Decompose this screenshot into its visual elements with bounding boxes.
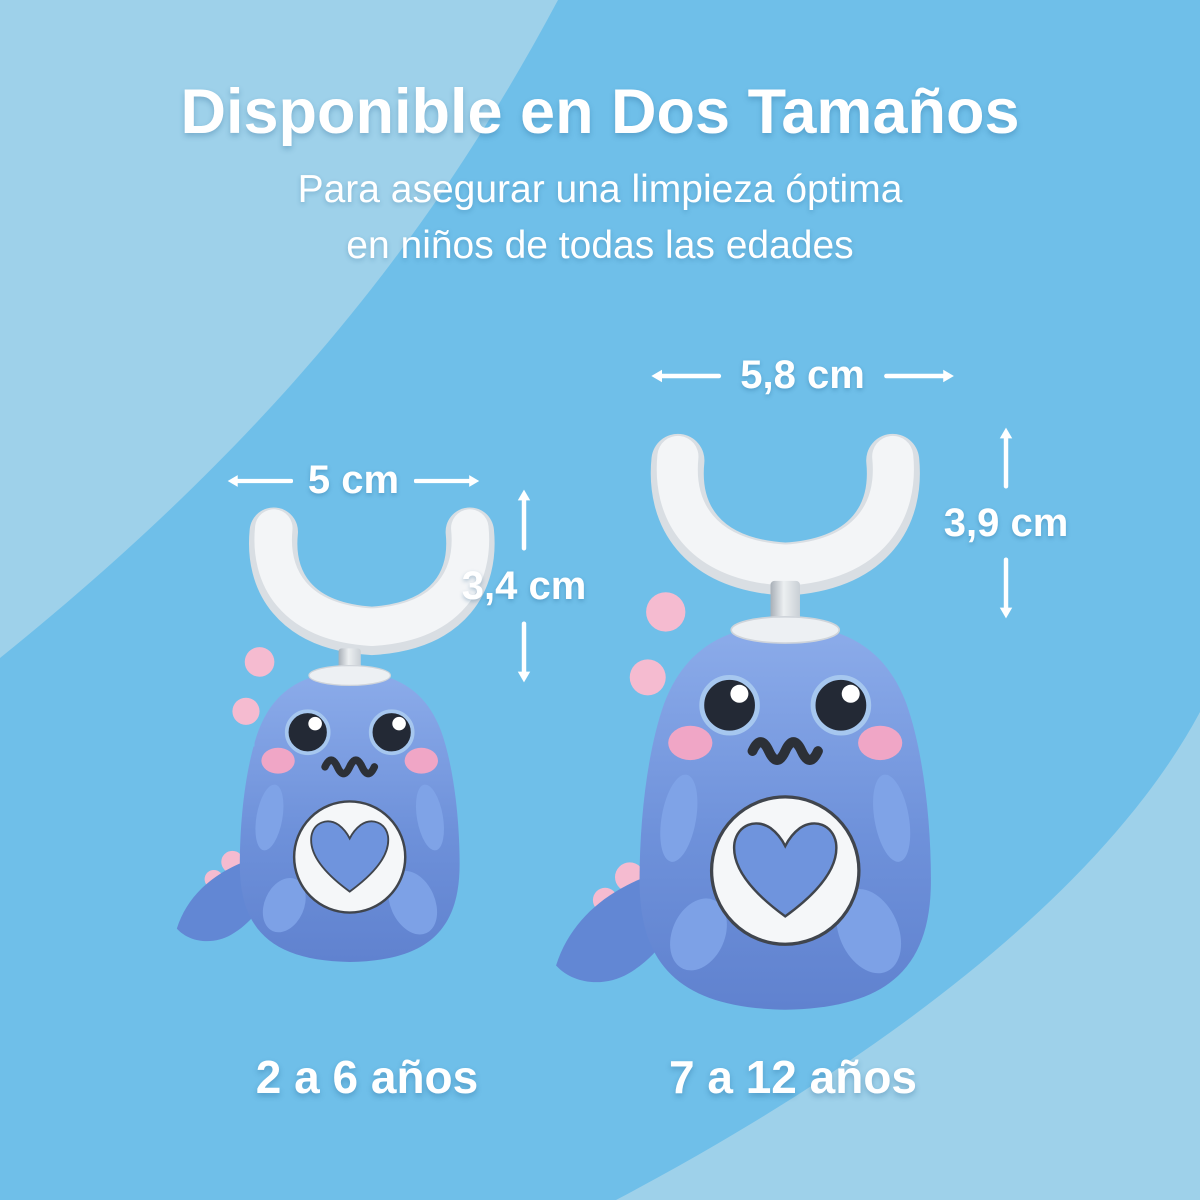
arrow-right-icon — [883, 369, 954, 382]
width-dimension-small: 5 cm — [226, 458, 481, 503]
toothbrush-small-image — [152, 410, 498, 978]
toothbrush-large-image — [523, 278, 982, 1031]
arrow-left-icon — [651, 369, 722, 382]
arrow-right-icon — [414, 474, 480, 487]
width-label-small: 5 cm — [307, 458, 400, 502]
page-title: Disponible en Dos Tamaños — [180, 77, 1020, 147]
width-dimension-large: 5,8 cm — [645, 353, 960, 398]
height-dimension-small: 3,4 cm — [454, 486, 594, 686]
width-label-large: 5,8 cm — [740, 353, 865, 397]
height-label-large: 3,9 cm — [943, 500, 1069, 545]
arrow-left-icon — [227, 474, 293, 487]
wave-top-left — [0, 0, 558, 658]
arrow-up-icon — [517, 489, 531, 551]
arrow-up-icon — [999, 427, 1013, 489]
height-dimension-large: 3,9 cm — [936, 424, 1076, 622]
age-range-large: 7 a 12 años — [668, 1051, 918, 1103]
height-label-small: 3,4 cm — [461, 563, 587, 608]
subtitle-line-1: Para asegurar una limpieza óptima — [297, 168, 903, 211]
arrow-down-icon — [517, 621, 531, 683]
wave-bottom-right — [616, 712, 1200, 1200]
age-range-small: 2 a 6 años — [255, 1051, 479, 1103]
arrow-down-icon — [999, 557, 1013, 619]
subtitle-line-2: en niños de todas las edades — [346, 224, 854, 267]
